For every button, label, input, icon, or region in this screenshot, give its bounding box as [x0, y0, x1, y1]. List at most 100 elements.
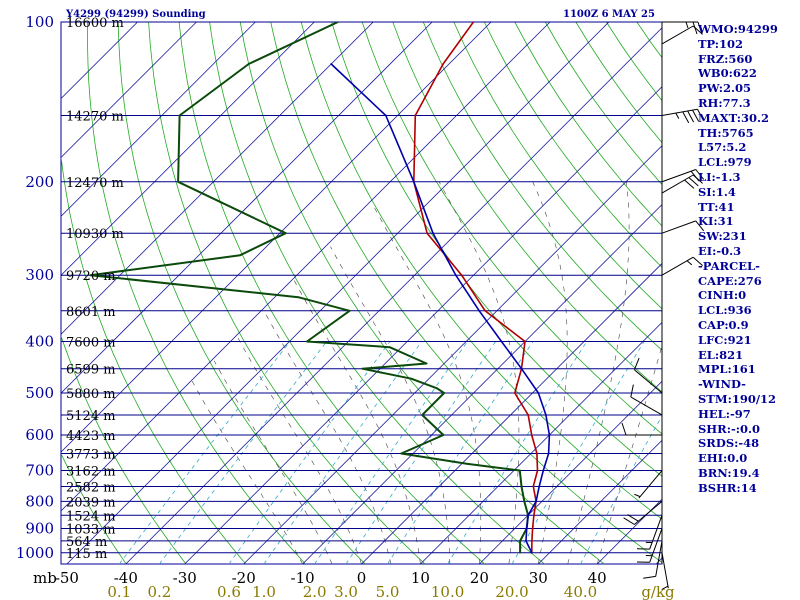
index-row: TT:41 [698, 199, 735, 214]
dewpoint-point [284, 232, 287, 235]
parcel-point [478, 309, 481, 312]
mixing-ratio-tick-label: 0.1 [107, 583, 131, 600]
station-title: Y4299 (94299) Sounding [66, 9, 206, 20]
mixing-ratio-line [118, 341, 291, 564]
mixing-ratio-line [159, 341, 327, 564]
moist-adiabat-line [372, 203, 482, 564]
index-row: LCL:936 [698, 303, 752, 318]
index-row: EL:821 [698, 347, 744, 362]
height-label: 9720 m [66, 269, 116, 284]
wind-barb-staff [649, 515, 663, 550]
parcel-point [548, 434, 551, 436]
index-row: PW:2.05 [698, 81, 752, 96]
pressure-unit-label: mb [33, 569, 57, 587]
isotherm-line [420, 321, 662, 564]
index-row: STM:190/12 [698, 391, 777, 406]
dewpoint-point [336, 22, 339, 23]
pressure-tick-label: 400 [25, 333, 54, 351]
index-row: WB0:622 [698, 66, 757, 81]
temperature-point [533, 514, 535, 517]
temperature-tick-label: 10 [411, 569, 430, 587]
isotherm-line [125, 27, 662, 564]
index-row: MPL:161 [698, 362, 756, 377]
dry-adiabat-line [178, 22, 486, 564]
temperature-point [531, 527, 534, 530]
dry-adiabat-line [392, 22, 662, 393]
index-row: LCL:979 [698, 155, 752, 170]
pressure-tick-label: 200 [25, 173, 54, 191]
wind-barb-flag [692, 256, 703, 266]
mixing-ratio-tick-label: 0.2 [148, 583, 172, 600]
temperature-tick-label: -10 [291, 569, 315, 587]
pressure-tick-label: 600 [25, 426, 54, 444]
height-label: 16600 m [66, 16, 124, 31]
dewpoint-point [410, 377, 413, 380]
pressure-tick-label: 300 [25, 266, 54, 284]
mixing-ratio-tick-label: 0.6 [217, 583, 241, 600]
temperature-point [532, 485, 535, 488]
dry-adiabat-line [148, 22, 426, 564]
dewpoint-point [425, 362, 428, 365]
wind-barb-flag [695, 220, 705, 232]
parcel-point [530, 551, 533, 554]
height-label: 4423 m [66, 429, 116, 444]
dewpoint-point [466, 462, 469, 465]
parcel-point [384, 114, 387, 117]
height-label: 7600 m [66, 336, 116, 351]
mixing-ratio-tick-label: 1.0 [252, 583, 276, 600]
temperature-tick-label: 20 [470, 569, 489, 587]
dewpoint-point [297, 296, 300, 299]
dewpoint-point [247, 63, 250, 65]
wind-barb-flag [627, 514, 639, 522]
isotherm-line [479, 380, 662, 564]
wind-barb-staff [649, 528, 663, 563]
wind-barb-half-flag [685, 21, 689, 29]
parcel-point [542, 469, 545, 472]
height-label: 10930 m [66, 227, 124, 242]
wind-barb-flag [682, 111, 690, 124]
parcel-point [454, 274, 457, 277]
index-row: BSHR:14 [698, 480, 757, 495]
dewpoint-point [519, 551, 521, 554]
wind-barb-flag [621, 422, 627, 436]
index-row: TP:102 [698, 36, 744, 51]
index-row: MAXT:30.2 [698, 110, 769, 125]
mixing-ratio-unit-label: g/kg [641, 583, 675, 600]
dry-adiabat-line [483, 22, 662, 268]
dry-adiabat-line [117, 22, 366, 564]
pressure-tick-label: 900 [25, 519, 54, 537]
dewpoint-point [436, 387, 438, 390]
dewpoint-point [421, 414, 424, 416]
wind-barb-staff [661, 25, 694, 45]
temperature-point [530, 540, 533, 542]
dewpoint-point [348, 309, 351, 312]
wind-barb-staff [655, 540, 663, 577]
observation-time: 1100Z 6 MAY 25 [563, 9, 655, 20]
index-row: SW:231 [698, 229, 747, 244]
moist-adiabat-line [191, 381, 303, 564]
parcel-point [525, 540, 527, 542]
pressure-tick-label: 1000 [16, 544, 54, 562]
temperature-point [472, 22, 475, 23]
moist-adiabat-line [567, 181, 630, 564]
isotherm-line [361, 262, 662, 564]
index-row: FRZ:560 [698, 51, 753, 66]
temperature-point [524, 340, 526, 343]
wind-barb-flag [692, 174, 703, 184]
wind-barb-staff [661, 169, 696, 183]
parcel-point [432, 232, 434, 235]
height-label: 1524 m [66, 509, 116, 524]
height-label: 5880 m [66, 387, 116, 402]
dry-adiabat-line [61, 153, 247, 564]
mixing-ratio-line [345, 341, 497, 564]
isotherm-line [61, 22, 315, 276]
index-row: L57:5.2 [698, 140, 747, 155]
temperature-point [414, 114, 417, 117]
temperature-tick-label: 40 [588, 569, 607, 587]
temperature-point [426, 232, 429, 235]
isotherm-line [184, 86, 662, 564]
isotherm-line [537, 439, 662, 564]
wind-barb-staff [661, 174, 694, 194]
index-row: TH:5765 [698, 125, 754, 140]
